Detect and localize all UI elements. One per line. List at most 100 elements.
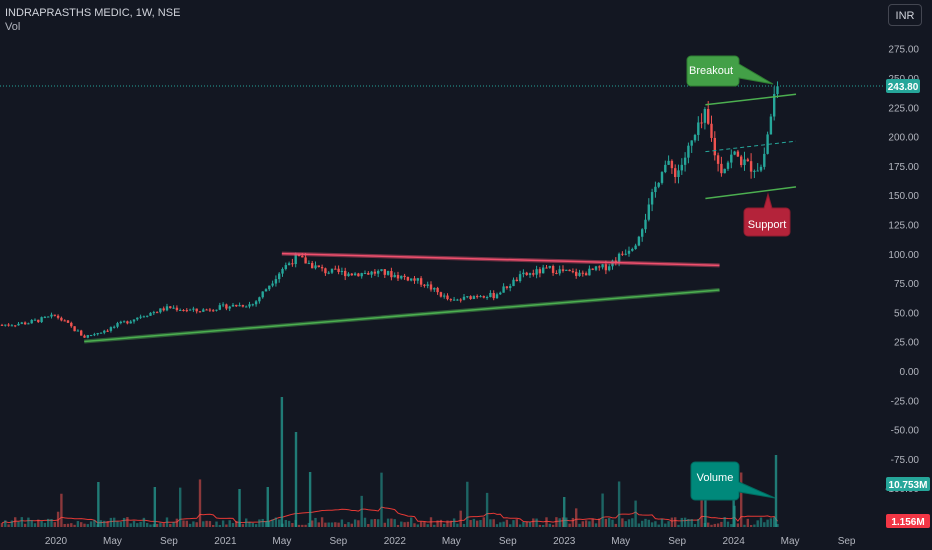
volume-bar — [347, 522, 350, 527]
candle-body — [169, 306, 172, 309]
volume-bar — [650, 522, 654, 527]
volume-bar — [266, 487, 269, 527]
volume-bar — [97, 482, 100, 527]
candle-body — [136, 317, 139, 320]
candle-body — [215, 309, 218, 311]
candle-body — [413, 278, 416, 281]
candle-body — [294, 253, 297, 265]
candle-body — [555, 272, 558, 274]
breakout-label: Breakout — [689, 65, 733, 77]
candle-body — [202, 309, 205, 312]
candle-body — [489, 292, 492, 298]
trendlines[interactable] — [84, 93, 797, 344]
candle-body — [40, 317, 43, 323]
volume-bar — [687, 519, 690, 527]
volume-bar — [561, 517, 565, 527]
candle-body — [373, 271, 377, 274]
time-tick-label: Sep — [668, 536, 686, 547]
candle-body — [218, 305, 221, 310]
candle-body — [241, 305, 245, 307]
volume-indicator-label[interactable]: Vol — [5, 21, 21, 33]
volume-bar — [732, 487, 735, 527]
volume-bar — [139, 521, 142, 527]
candle-body — [251, 304, 254, 306]
candle-body — [707, 109, 710, 124]
candle-body — [436, 287, 439, 293]
volume-bar — [14, 517, 17, 527]
volume-bar — [162, 523, 165, 527]
time-axis[interactable]: 2020 May Sep 2021 May Sep 2022 May Sep 2023 May Sep… — [45, 536, 856, 547]
candle-body — [644, 219, 647, 230]
volume-bar — [228, 520, 231, 527]
symbol-title[interactable]: INDRAPRASTHS MEDIC, 1W, NSE — [5, 7, 181, 19]
candle-body — [410, 278, 413, 281]
candle-body — [86, 335, 89, 338]
candle-body — [561, 269, 565, 271]
volume-bar — [89, 521, 93, 527]
volume-bar — [86, 524, 89, 527]
last-price-badge: 243.80 — [886, 79, 920, 93]
volume-bar — [452, 518, 456, 527]
candle-body — [225, 304, 228, 309]
candle-body — [743, 159, 746, 166]
volume-bar — [400, 521, 403, 527]
candle-body — [429, 284, 433, 290]
volume-bar — [320, 517, 324, 527]
candle-body — [307, 263, 311, 265]
volume-bar — [357, 520, 360, 527]
candle-body — [116, 323, 119, 327]
volume-bar — [654, 521, 657, 527]
volume-bar — [753, 524, 756, 527]
currency-button[interactable]: INR — [888, 4, 922, 26]
volume-bar — [598, 518, 601, 527]
candle-body — [205, 309, 208, 311]
volume-bar — [476, 520, 479, 527]
candle-body — [627, 250, 631, 254]
candle-body — [594, 266, 598, 270]
volume-bar — [578, 523, 581, 527]
volume-bar — [644, 518, 647, 527]
candle-body — [759, 166, 763, 171]
candle-body — [20, 322, 23, 324]
volume-bar — [344, 524, 347, 527]
volume-bar — [499, 522, 502, 527]
volume-bar — [258, 519, 261, 527]
candle-body — [390, 271, 393, 278]
candle-body — [680, 164, 683, 171]
candle-body — [221, 304, 225, 306]
candle-body — [192, 308, 195, 310]
volume-bar — [670, 517, 674, 527]
candle-body — [558, 269, 561, 274]
candle-body — [113, 326, 116, 328]
candle-body — [459, 299, 462, 301]
volume-bar — [76, 521, 80, 527]
candle-body — [155, 312, 159, 314]
volume-bar — [466, 481, 469, 527]
volume-bar — [317, 522, 320, 527]
volume-bar — [502, 521, 505, 527]
candle-body — [109, 327, 113, 331]
candle-body — [360, 273, 363, 277]
volume-bar — [136, 523, 139, 527]
trendline — [705, 186, 797, 200]
candle-body — [548, 266, 551, 268]
candle-body — [27, 323, 30, 325]
candle-body — [726, 162, 730, 169]
candle-body — [83, 335, 86, 338]
volume-bar — [472, 518, 476, 527]
volume-bar — [716, 523, 720, 527]
candle-body — [63, 320, 66, 322]
volume-ma-value: 1.156M — [891, 517, 924, 528]
volume-bar — [27, 517, 30, 527]
candle-body — [505, 286, 509, 288]
volume-bar — [713, 523, 716, 527]
volume-bar — [245, 518, 248, 527]
volume-label: Volume — [697, 472, 734, 484]
support-label: Support — [748, 219, 787, 231]
price-axis[interactable]: 275.00250.00225.00200.00175.00150.00125.… — [885, 45, 919, 496]
volume-bar — [459, 510, 462, 527]
candle-body — [235, 304, 238, 307]
volume-bar — [60, 493, 63, 527]
volume-bar — [280, 397, 284, 527]
